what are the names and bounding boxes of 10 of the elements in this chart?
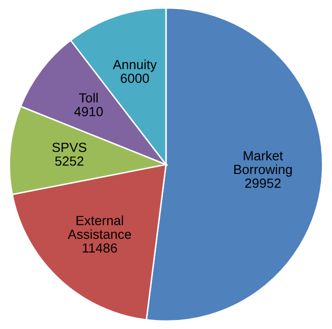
data-label: 11486 bbox=[82, 243, 117, 253]
data-label: 6000 bbox=[120, 74, 149, 83]
data-label: 4910 bbox=[74, 106, 103, 116]
slice-label: Toll bbox=[79, 92, 98, 103]
data-label: 29952 bbox=[245, 178, 281, 188]
slice-label: Market Borrowing bbox=[234, 150, 292, 177]
slice-label: SPVS bbox=[52, 142, 86, 152]
data-label: 5252 bbox=[55, 156, 84, 166]
slice-label: Annuity bbox=[112, 60, 157, 72]
slice-label: External Assistance bbox=[68, 216, 131, 239]
